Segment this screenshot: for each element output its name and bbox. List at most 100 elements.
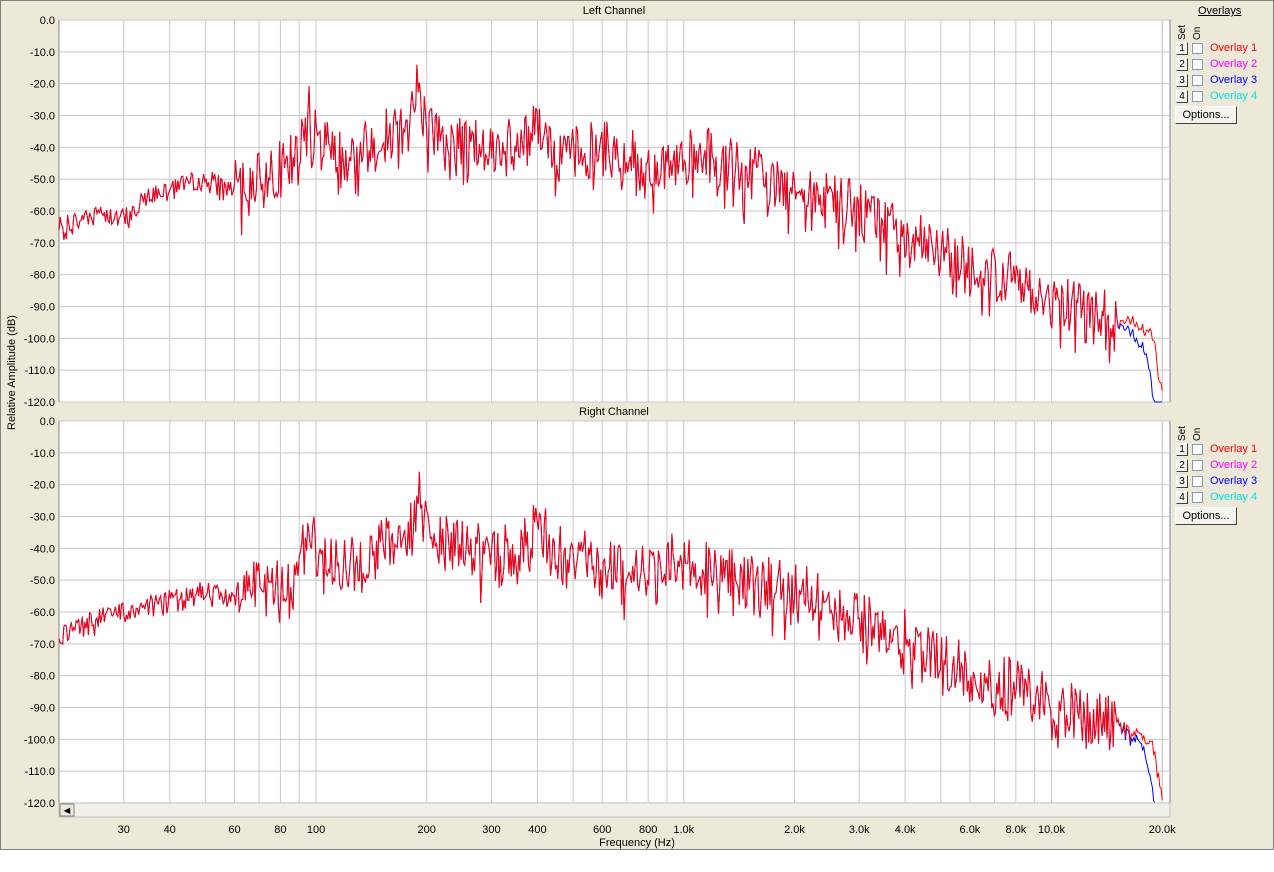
x-tick-label: 1.0k bbox=[673, 824, 694, 836]
right-y-ticks: 0.0 -10.0 -20.0 -30.0 -40.0 -50.0 -60.0 -70.0 -8… bbox=[24, 416, 55, 810]
horizontal-scrollbar[interactable] bbox=[58, 802, 1171, 818]
set-overlay-1-button[interactable]: 1 bbox=[1176, 42, 1188, 55]
y-tick-label: -120.0 bbox=[24, 397, 55, 409]
x-tick-label: 200 bbox=[418, 824, 436, 836]
set-overlay-2-button[interactable]: 2 bbox=[1176, 459, 1188, 472]
overlay-row-2: 2 Overlay 2 bbox=[1176, 459, 1272, 473]
y-tick-label: 0.0 bbox=[40, 416, 55, 428]
x-tick-label: 30 bbox=[118, 824, 130, 836]
set-overlay-3-button[interactable]: 3 bbox=[1176, 74, 1188, 87]
y-tick-label: -50.0 bbox=[30, 174, 55, 186]
right-overlay-panel: Set On 1 Overlay 1 2 Overlay 2 3 Overlay… bbox=[1173, 413, 1273, 528]
x-tick-label: 800 bbox=[639, 824, 657, 836]
y-tick-label: -120.0 bbox=[24, 798, 55, 810]
y-axis-label-wrap: Relative Amplitude (dB) bbox=[6, 315, 18, 430]
overlay-2-label: Overlay 2 bbox=[1210, 459, 1258, 471]
overlay-1-label: Overlay 1 bbox=[1210, 42, 1258, 54]
scroll-left-icon: ◄ bbox=[62, 805, 73, 817]
overlay-4-label: Overlay 4 bbox=[1210, 491, 1258, 503]
left-series-group bbox=[58, 64, 1163, 403]
overlays-header: Overlays bbox=[1198, 5, 1242, 17]
overlay-row-2: 2 Overlay 2 bbox=[1176, 58, 1272, 72]
y-axis-label: Relative Amplitude (dB) bbox=[6, 315, 18, 430]
set-overlay-4-button[interactable]: 4 bbox=[1176, 491, 1188, 504]
on-column-header: On bbox=[1192, 26, 1203, 40]
y-tick-label: -90.0 bbox=[30, 302, 55, 314]
y-tick-label: -60.0 bbox=[30, 206, 55, 218]
x-tick-label: 60 bbox=[228, 824, 240, 836]
overlay-3-checkbox[interactable] bbox=[1192, 476, 1203, 487]
y-tick-label: 0.0 bbox=[40, 15, 55, 27]
series-line-overlay-1 bbox=[58, 471, 1163, 800]
series-line-overlay-1 bbox=[58, 64, 1163, 391]
set-overlay-4-button[interactable]: 4 bbox=[1176, 90, 1188, 103]
x-tick-label: 3.0k bbox=[849, 824, 870, 836]
x-tick-label: 300 bbox=[482, 824, 500, 836]
set-overlay-3-button[interactable]: 3 bbox=[1176, 475, 1188, 488]
options-button[interactable]: Options... bbox=[1175, 106, 1237, 124]
x-tick-label: 600 bbox=[593, 824, 611, 836]
x-tick-label: 80 bbox=[274, 824, 286, 836]
left-grid bbox=[59, 19, 1170, 403]
y-tick-label: -80.0 bbox=[30, 671, 55, 683]
options-button[interactable]: Options... bbox=[1175, 507, 1237, 525]
overlay-2-checkbox[interactable] bbox=[1192, 460, 1203, 471]
overlay-3-label: Overlay 3 bbox=[1210, 475, 1258, 487]
left-overlay-panel: Overlays Set On 1 Overlay 1 2 Overlay 2 … bbox=[1173, 5, 1273, 127]
overlay-4-checkbox[interactable] bbox=[1192, 492, 1203, 503]
x-tick-label: 400 bbox=[528, 824, 546, 836]
y-tick-label: -20.0 bbox=[30, 79, 55, 91]
x-tick-label: 4.0k bbox=[895, 824, 916, 836]
overlay-row-1: 1 Overlay 1 bbox=[1176, 42, 1272, 56]
overlay-row-1: 1 Overlay 1 bbox=[1176, 443, 1272, 457]
y-tick-label: -50.0 bbox=[30, 575, 55, 587]
y-tick-label: -110.0 bbox=[25, 766, 55, 778]
scroll-left-button[interactable] bbox=[59, 803, 75, 817]
overlay-2-label: Overlay 2 bbox=[1210, 58, 1258, 70]
y-tick-label: -40.0 bbox=[30, 543, 55, 555]
x-tick-labels: 30 40 60 80 100 200 300 400 600 800 1.0k 2.0k 3.0k 4.… bbox=[118, 824, 1177, 836]
right-series-group bbox=[58, 471, 1163, 804]
overlay-row-4: 4 Overlay 4 bbox=[1176, 491, 1272, 505]
overlay-3-label: Overlay 3 bbox=[1210, 74, 1258, 86]
x-tick-label: 20.0k bbox=[1149, 824, 1176, 836]
set-overlay-1-button[interactable]: 1 bbox=[1176, 443, 1188, 456]
y-tick-label: -70.0 bbox=[30, 238, 55, 250]
x-axis-label: Frequency (Hz) bbox=[599, 837, 675, 849]
set-overlay-2-button[interactable]: 2 bbox=[1176, 58, 1188, 71]
y-tick-label: -20.0 bbox=[30, 480, 55, 492]
y-tick-label: -10.0 bbox=[30, 448, 55, 460]
overlay-1-checkbox[interactable] bbox=[1192, 444, 1203, 455]
y-tick-label: -10.0 bbox=[30, 47, 55, 59]
overlay-1-checkbox[interactable] bbox=[1192, 43, 1203, 54]
x-tick-label: 6.0k bbox=[960, 824, 981, 836]
set-column-header: Set bbox=[1177, 24, 1188, 40]
overlay-row-3: 3 Overlay 3 bbox=[1176, 475, 1272, 489]
y-tick-label: -80.0 bbox=[30, 270, 55, 282]
x-tick-label: 8.0k bbox=[1005, 824, 1026, 836]
overlay-2-checkbox[interactable] bbox=[1192, 59, 1203, 70]
overlay-1-label: Overlay 1 bbox=[1210, 443, 1258, 455]
x-tick-label: 100 bbox=[307, 824, 325, 836]
left-y-ticks: 0.0 -10.0 -20.0 -30.0 -40.0 -50.0 -60.0 -70.0 -8… bbox=[24, 15, 55, 409]
overlay-row-4: 4 Overlay 4 bbox=[1176, 90, 1272, 104]
right-channel-title: Right Channel bbox=[579, 406, 649, 418]
y-tick-label: -30.0 bbox=[30, 111, 55, 123]
x-tick-label: 10.0k bbox=[1038, 824, 1065, 836]
overlay-3-checkbox[interactable] bbox=[1192, 75, 1203, 86]
x-tick-label: 40 bbox=[164, 824, 176, 836]
x-tick-label: 2.0k bbox=[784, 824, 805, 836]
y-tick-label: -100.0 bbox=[24, 333, 55, 345]
y-tick-label: -100.0 bbox=[24, 734, 55, 746]
left-channel-title: Left Channel bbox=[583, 5, 645, 17]
on-column-header: On bbox=[1192, 427, 1203, 441]
overlay-4-label: Overlay 4 bbox=[1210, 90, 1258, 102]
overlay-4-checkbox[interactable] bbox=[1192, 91, 1203, 102]
set-column-header: Set bbox=[1177, 425, 1188, 441]
y-tick-label: -90.0 bbox=[30, 703, 55, 715]
y-tick-label: -110.0 bbox=[25, 365, 55, 377]
y-tick-label: -70.0 bbox=[30, 639, 55, 651]
y-tick-label: -60.0 bbox=[30, 607, 55, 619]
overlay-row-3: 3 Overlay 3 bbox=[1176, 74, 1272, 88]
